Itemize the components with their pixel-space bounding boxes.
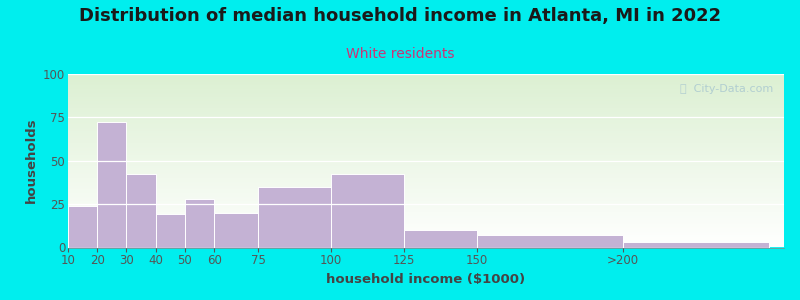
- X-axis label: household income ($1000): household income ($1000): [326, 273, 526, 286]
- Text: White residents: White residents: [346, 46, 454, 61]
- Bar: [477, 235, 623, 248]
- Bar: [331, 174, 404, 248]
- Y-axis label: households: households: [25, 118, 38, 203]
- Bar: [214, 213, 258, 248]
- Bar: [126, 174, 156, 248]
- Bar: [258, 187, 331, 247]
- Bar: [404, 230, 477, 247]
- Bar: [623, 242, 770, 247]
- Bar: [156, 214, 185, 248]
- Bar: [68, 206, 98, 247]
- Bar: [185, 199, 214, 248]
- Text: ⓘ  City-Data.com: ⓘ City-Data.com: [680, 84, 774, 94]
- Text: Distribution of median household income in Atlanta, MI in 2022: Distribution of median household income …: [79, 8, 721, 26]
- Bar: [98, 122, 126, 248]
